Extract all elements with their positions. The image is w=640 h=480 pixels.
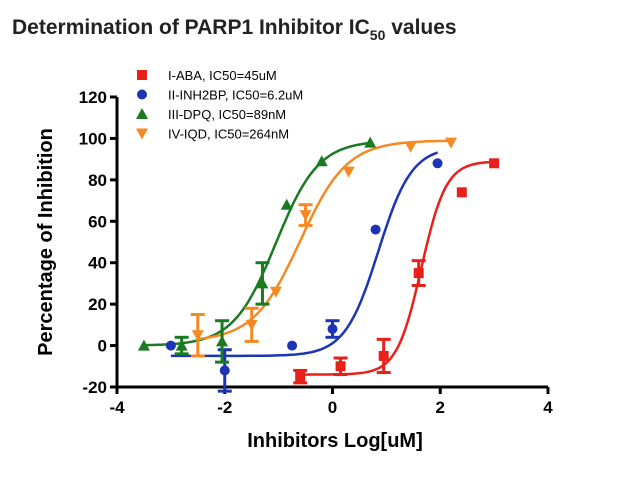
data-point-series-2 xyxy=(219,365,230,376)
y-axis-label: Percentage of Inhibition xyxy=(35,128,57,356)
legend-marker-1 xyxy=(137,70,147,80)
legend-label-2: II-INH2BP, IC50=6.2uM xyxy=(168,88,303,103)
x-tick-label: 2 xyxy=(436,398,445,417)
chart-title-main: Determination of PARP1 Inhibitor IC xyxy=(12,16,370,39)
data-point-series-3 xyxy=(216,335,229,347)
x-tick-label: -4 xyxy=(109,398,125,417)
legend-label-1: I-ABA, IC50=45uM xyxy=(168,68,277,83)
legend-label-4: IV-IQD, IC50=264nM xyxy=(168,127,289,142)
y-tick-label: 60 xyxy=(88,212,107,231)
data-point-series-3 xyxy=(280,198,293,210)
data-point-series-4 xyxy=(404,141,417,153)
data-point-series-4 xyxy=(269,286,282,298)
fit-curve-1 xyxy=(300,160,495,376)
y-tick-label: 40 xyxy=(88,254,107,273)
data-point-series-2 xyxy=(327,324,338,334)
data-markers xyxy=(137,136,500,382)
data-point-series-3 xyxy=(256,277,269,289)
y-tick-label: 20 xyxy=(88,295,107,314)
legend: I-ABA, IC50=45uM II-INH2BP, IC50=6.2uM III… xyxy=(136,68,303,142)
axes xyxy=(110,95,550,394)
data-point-series-3 xyxy=(137,339,150,351)
x-tick-label: 0 xyxy=(328,398,337,417)
y-tick-label: 0 xyxy=(98,337,107,356)
data-point-series-1 xyxy=(335,361,346,372)
data-point-series-3 xyxy=(175,339,188,351)
y-tick-label: 80 xyxy=(88,171,107,190)
data-point-series-2 xyxy=(370,224,381,235)
y-tick-label: 100 xyxy=(79,129,107,148)
data-point-series-2 xyxy=(165,340,176,351)
data-point-series-1 xyxy=(295,371,306,382)
x-tick-label: 4 xyxy=(543,398,553,417)
data-point-series-1 xyxy=(413,268,424,279)
error-bars xyxy=(174,203,426,393)
chart-title: Determination of PARP1 Inhibitor IC50 va… xyxy=(12,16,457,43)
data-point-series-1 xyxy=(378,350,389,361)
data-point-series-3 xyxy=(315,155,328,167)
data-point-series-4 xyxy=(342,166,355,178)
chart-title-suffix: values xyxy=(385,16,456,39)
x-axis-label: Inhibitors Log[uM] xyxy=(247,430,423,452)
data-point-series-4 xyxy=(191,330,204,342)
fit-curve-2 xyxy=(170,151,439,358)
data-point-series-4 xyxy=(299,210,312,222)
legend-marker-2 xyxy=(137,89,147,100)
data-point-series-2 xyxy=(287,340,298,351)
data-point-series-4 xyxy=(445,137,458,149)
data-point-series-4 xyxy=(245,319,258,331)
x-tick-label: -2 xyxy=(217,398,232,417)
y-tick-label: -20 xyxy=(82,378,107,397)
legend-marker-4 xyxy=(136,128,148,140)
data-point-series-2 xyxy=(432,158,443,169)
data-point-series-3 xyxy=(364,136,377,148)
y-tick-label: 120 xyxy=(79,88,107,107)
data-point-series-1 xyxy=(489,158,500,169)
data-point-series-1 xyxy=(456,187,467,198)
chart-title-subscript: 50 xyxy=(370,27,386,43)
legend-marker-3 xyxy=(136,108,148,119)
legend-label-3: III-DPQ, IC50=89nM xyxy=(168,107,286,122)
